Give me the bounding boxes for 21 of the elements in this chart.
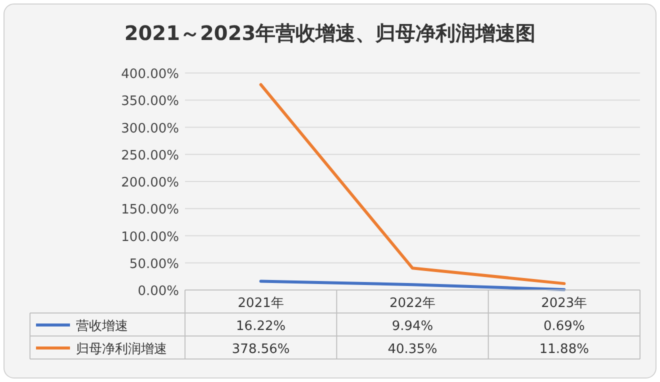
x-tick-label: 2022年 (389, 296, 436, 311)
y-tick-label: 300.00% (121, 121, 179, 136)
data-label: 16.22% (236, 319, 286, 334)
y-tick-label: 200.00% (121, 176, 179, 190)
y-tick-label: 150.00% (121, 202, 179, 218)
data-label: 0.69% (544, 319, 585, 334)
legend-label: 归母净利润增速 (76, 342, 167, 357)
x-tick-label: 2021年 (238, 296, 284, 311)
legend-label: 营收增速 (76, 319, 128, 334)
y-tick-label: 350.00% (121, 94, 179, 110)
chart-title: 2021～2023年营收增速、归母净利润增速图 (124, 21, 536, 45)
data-label: 11.88% (539, 342, 589, 357)
x-tick-label: 2023年 (541, 296, 588, 311)
data-label: 40.35% (388, 342, 438, 357)
data-label: 378.56% (232, 342, 290, 357)
y-tick-label: 100.00% (121, 230, 179, 245)
y-tick-label: 50.00% (129, 256, 179, 272)
y-tick-label: 0.00% (138, 284, 179, 299)
data-label: 9.94% (392, 319, 434, 334)
y-tick-label: 250.00% (121, 148, 179, 164)
y-tick-label: 400.00% (121, 67, 179, 82)
